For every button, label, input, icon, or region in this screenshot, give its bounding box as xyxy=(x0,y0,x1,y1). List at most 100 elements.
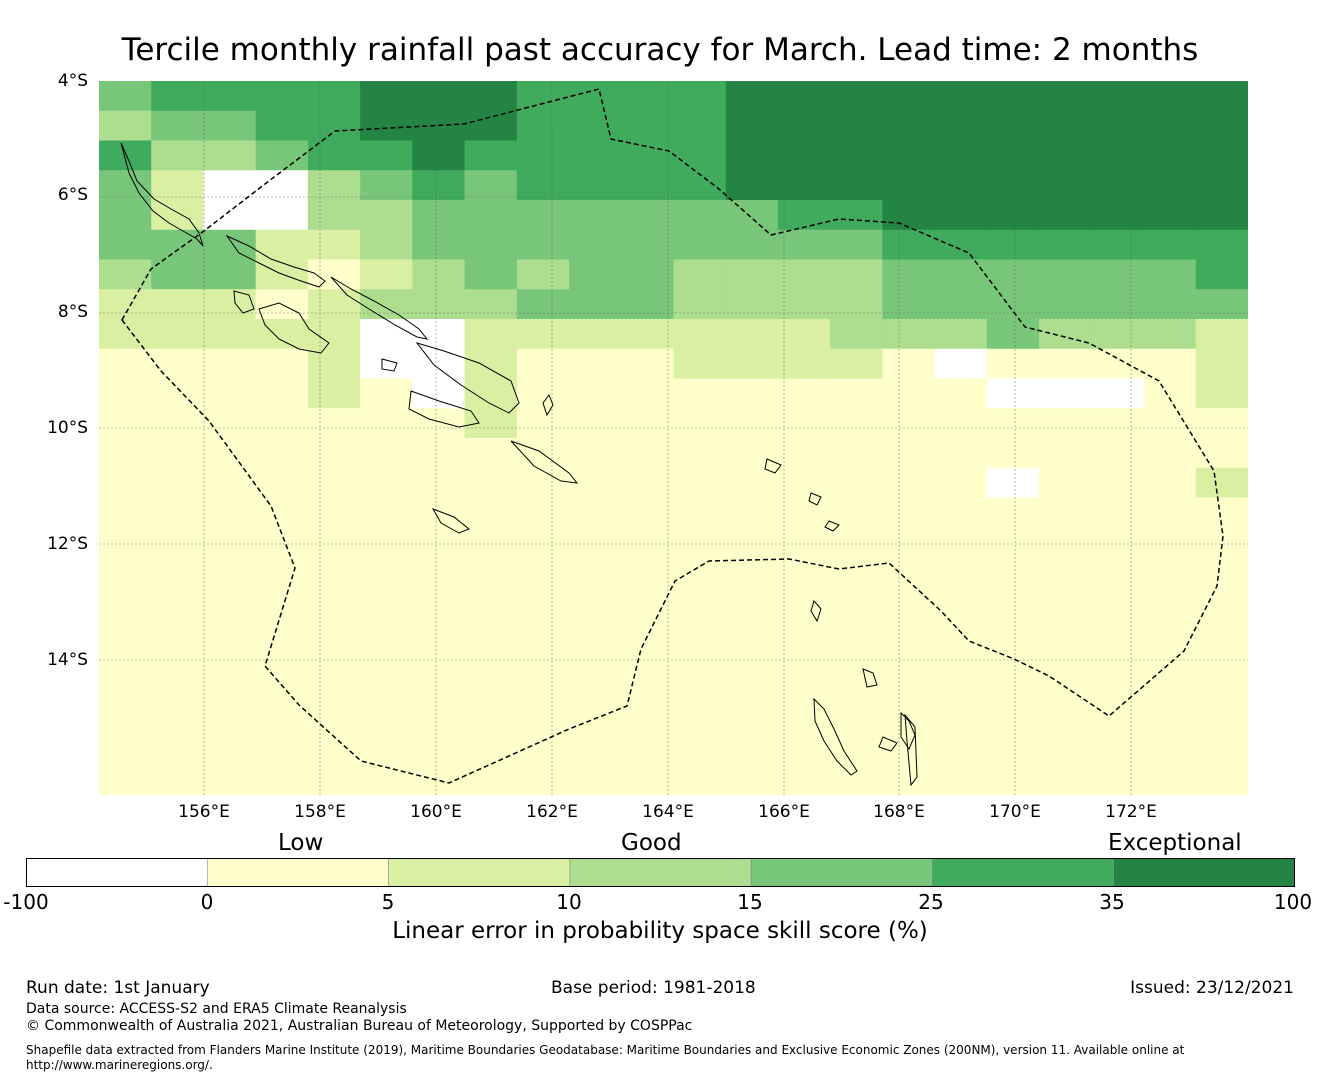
grid-cell xyxy=(412,170,466,201)
cbar-tick-minus100: -100 xyxy=(3,890,49,914)
grid-cell xyxy=(777,200,831,231)
grid-cell xyxy=(255,705,309,737)
grid-cell xyxy=(621,229,675,261)
grid-cell xyxy=(412,497,466,528)
grid-cell xyxy=(777,110,831,142)
grid-cell xyxy=(255,586,309,618)
grid-cell xyxy=(412,140,466,171)
grid-cell xyxy=(882,467,936,499)
grid-cell xyxy=(360,438,413,469)
copyright: © Commonwealth of Australia 2021, Austra… xyxy=(26,1018,693,1034)
grid-cell xyxy=(777,378,831,409)
grid-cell xyxy=(360,616,413,647)
grid-cell xyxy=(1143,319,1197,350)
grid-cell xyxy=(464,705,518,737)
grid-cell xyxy=(1039,289,1092,320)
grid-cell xyxy=(882,676,936,707)
grid-cell xyxy=(464,289,518,320)
grid-cell xyxy=(1091,557,1145,588)
data-source: Data source: ACCESS-S2 and ERA5 Climate … xyxy=(26,1001,407,1017)
grid-cell xyxy=(725,586,779,618)
grid-cell xyxy=(464,348,518,380)
grid-cell xyxy=(1195,348,1248,380)
grid-cell xyxy=(777,229,831,261)
grid-cell xyxy=(986,467,1040,499)
grid-cell xyxy=(464,140,518,171)
grid-cell xyxy=(934,586,988,618)
grid-cell xyxy=(1039,557,1092,588)
grid-cell xyxy=(255,497,309,528)
cbar-tick-15: 15 xyxy=(737,890,763,914)
grid-cell xyxy=(203,319,257,350)
grid-cell xyxy=(99,259,152,290)
grid-cell xyxy=(203,229,257,261)
grid-cell xyxy=(203,676,257,707)
grid-cell xyxy=(1195,170,1248,201)
grid-cell xyxy=(516,557,570,588)
guadalcanal-island xyxy=(408,390,480,428)
grid-cell xyxy=(151,467,205,499)
grid-cell xyxy=(151,735,205,766)
grid-cell xyxy=(934,676,988,707)
cbar-tick-0: 0 xyxy=(200,890,214,914)
grid-cell xyxy=(203,140,257,171)
grid-cell xyxy=(986,170,1040,201)
grid-cell xyxy=(882,527,936,558)
grid-cell xyxy=(725,259,779,290)
grid-cell xyxy=(151,229,205,261)
grid-cell xyxy=(307,735,361,766)
grid-cell xyxy=(255,676,309,707)
grid-cell xyxy=(569,765,622,795)
grid-cell xyxy=(99,140,152,171)
grid-cell xyxy=(464,110,518,142)
grid-cell xyxy=(673,110,727,142)
grid-cell xyxy=(516,467,570,499)
grid-cell xyxy=(360,348,413,380)
grid-cell xyxy=(569,497,622,528)
grid-cell xyxy=(777,408,831,439)
grid-cell xyxy=(882,378,936,409)
grid-cell xyxy=(307,81,361,112)
grid-cell xyxy=(621,289,675,320)
grid-cell xyxy=(621,765,675,795)
grid-cell xyxy=(1143,140,1197,171)
grid-cell xyxy=(621,170,675,201)
grid-cell xyxy=(673,765,727,795)
grid-cell xyxy=(360,765,413,795)
grid-cell xyxy=(934,289,988,320)
grid-cell xyxy=(830,586,884,618)
grid-cell xyxy=(725,408,779,439)
grid-cell xyxy=(203,259,257,290)
grid-cell xyxy=(569,676,622,707)
grid-cell xyxy=(412,319,466,350)
grid-cell xyxy=(830,229,884,261)
grid-cell xyxy=(673,348,727,380)
santa-isabel-island xyxy=(330,276,429,340)
lon-tick-172e: 172°E xyxy=(1105,802,1157,822)
grid-cell xyxy=(360,229,413,261)
grid-cell xyxy=(151,497,205,528)
grid-cell xyxy=(934,110,988,142)
grid-cell xyxy=(725,438,779,469)
grid-cell xyxy=(621,438,675,469)
cbar-tick-5: 5 xyxy=(381,890,395,914)
grid-cell xyxy=(255,735,309,766)
grid-cell xyxy=(673,735,727,766)
grid-cell xyxy=(777,467,831,499)
grid-cell xyxy=(621,586,675,618)
grid-cell xyxy=(464,527,518,558)
grid-cell xyxy=(934,348,988,380)
grid-cell xyxy=(725,229,779,261)
grid-cell xyxy=(1039,467,1092,499)
grid-cell xyxy=(464,81,518,112)
grid-cell xyxy=(516,765,570,795)
grid-cell xyxy=(1091,497,1145,528)
grid-cell xyxy=(203,110,257,142)
grid-cell xyxy=(986,705,1040,737)
grid-cell xyxy=(882,646,936,677)
grid-cell xyxy=(203,467,257,499)
grid-cell xyxy=(1143,765,1197,795)
grid-cell xyxy=(99,289,152,320)
grid-cell xyxy=(1143,557,1197,588)
lon-tick-170e: 170°E xyxy=(989,802,1041,822)
